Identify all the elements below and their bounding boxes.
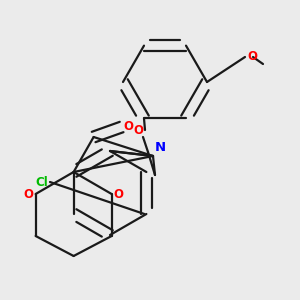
Text: Cl: Cl	[35, 176, 48, 188]
Text: O: O	[24, 188, 34, 200]
Text: N: N	[155, 141, 166, 154]
Text: O: O	[247, 50, 257, 64]
Text: O: O	[114, 188, 124, 200]
Text: O: O	[124, 121, 134, 134]
Text: O: O	[133, 124, 143, 136]
